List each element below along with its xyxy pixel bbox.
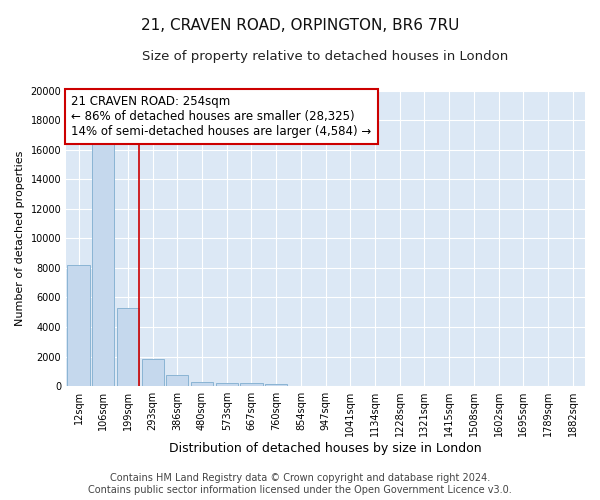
Bar (191, 382, 213, 386)
Bar (92, 141, 115, 386)
Text: Contains HM Land Registry data © Crown copyright and database right 2024.
Contai: Contains HM Land Registry data © Crown c… (88, 474, 512, 495)
Title: Size of property relative to detached houses in London: Size of property relative to detached ho… (142, 50, 509, 63)
Text: 21 CRAVEN ROAD: 254sqm
← 86% of detached houses are smaller (28,325)
14% of semi: 21 CRAVEN ROAD: 254sqm ← 86% of detached… (71, 95, 371, 138)
Text: 21, CRAVEN ROAD, ORPINGTON, BR6 7RU: 21, CRAVEN ROAD, ORPINGTON, BR6 7RU (141, 18, 459, 32)
Y-axis label: Number of detached properties: Number of detached properties (15, 150, 25, 326)
Bar (265, 384, 287, 386)
Bar (67, 265, 89, 386)
Bar (142, 358, 164, 386)
X-axis label: Distribution of detached houses by size in London: Distribution of detached houses by size … (169, 442, 482, 455)
Bar (166, 375, 188, 386)
Bar (241, 384, 263, 386)
Bar (117, 308, 139, 386)
Bar (215, 383, 238, 386)
